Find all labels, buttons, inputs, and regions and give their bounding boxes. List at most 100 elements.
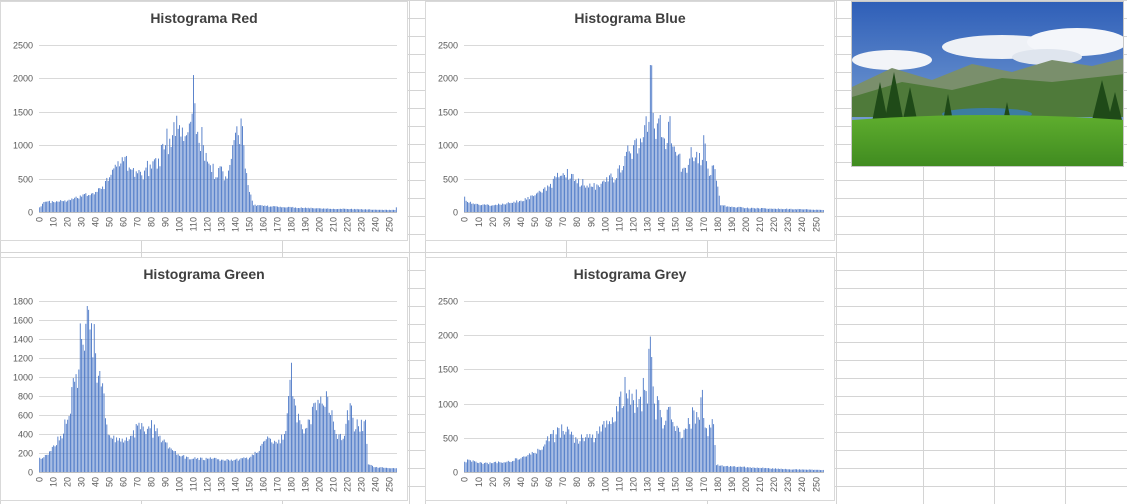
histogram-bar xyxy=(524,198,526,212)
histogram-bar xyxy=(610,173,612,212)
histogram-red-chart[interactable]: Histograma Red 0 500 1000 1500 2000 2500 0 10 20… xyxy=(0,1,408,241)
x-tick-label: 90 xyxy=(586,477,596,487)
histogram-bar xyxy=(260,445,262,472)
y-tick-label: 0 xyxy=(28,208,33,218)
histogram-green-chart[interactable]: Histograma Green 0 200 400 600 800 1000 1200 14… xyxy=(0,257,408,501)
histogram-bar xyxy=(43,457,45,472)
histogram-bar xyxy=(311,406,313,472)
histogram-bar xyxy=(351,405,352,472)
histogram-bar xyxy=(794,209,796,212)
histogram-bar xyxy=(680,171,682,212)
histogram-bar xyxy=(70,200,71,212)
histogram-bar xyxy=(249,191,250,212)
histogram-bar xyxy=(249,457,250,472)
histogram-bar xyxy=(607,181,609,212)
histogram-bar xyxy=(334,429,336,472)
histogram-bar xyxy=(47,454,49,472)
histogram-bar xyxy=(775,468,776,472)
histogram-bar xyxy=(61,200,63,212)
histogram-bar xyxy=(208,163,210,212)
landscape-photo[interactable] xyxy=(851,1,1124,167)
histogram-bar xyxy=(742,466,744,472)
histogram-bar xyxy=(751,207,753,212)
histogram-bar xyxy=(807,469,809,472)
histogram-bar xyxy=(43,201,45,212)
histogram-bar xyxy=(713,165,715,212)
y-tick-label: 2500 xyxy=(438,41,458,51)
x-tick-label: 40 xyxy=(91,217,101,227)
histogram-bar xyxy=(374,467,376,472)
histogram-bar xyxy=(692,157,693,212)
histogram-bar xyxy=(165,145,166,212)
histogram-bar xyxy=(517,202,519,212)
histogram-bar xyxy=(176,115,178,212)
histogram-bar xyxy=(162,440,164,472)
histogram-bar xyxy=(74,381,76,472)
histogram-blue-chart[interactable]: Histograma Blue 0 500 1000 1500 2000 2500 0 10 2… xyxy=(425,1,835,241)
histogram-bar xyxy=(753,467,755,472)
histogram-bar xyxy=(190,459,192,472)
histogram-bar xyxy=(543,446,544,472)
histogram-bar xyxy=(146,428,148,472)
histogram-bar xyxy=(679,153,681,212)
histogram-grey-chart[interactable]: Histograma Grey 0 500 1000 1500 2000 2500 0 10 2… xyxy=(425,257,835,501)
histogram-bar xyxy=(490,205,492,212)
histogram-bar xyxy=(489,462,491,472)
histogram-bar xyxy=(258,205,260,212)
histogram-bar xyxy=(379,209,380,212)
histogram-bar xyxy=(762,467,764,472)
histogram-bar xyxy=(148,176,150,212)
histogram-bar xyxy=(715,180,717,212)
histogram-bar xyxy=(568,429,570,472)
histogram-bar xyxy=(68,416,70,472)
histogram-bar xyxy=(61,438,63,472)
histogram-bar xyxy=(370,464,372,472)
histogram-bar xyxy=(51,201,53,212)
histogram-bar xyxy=(791,209,793,212)
histogram-bar xyxy=(60,200,62,212)
histogram-bar xyxy=(300,207,302,212)
histogram-bar xyxy=(114,442,116,472)
histogram-bar xyxy=(751,467,753,472)
histogram-bar xyxy=(339,433,341,472)
histogram-bar xyxy=(247,459,249,472)
histogram-bar xyxy=(159,166,161,212)
histogram-bar xyxy=(797,208,799,212)
x-tick-label: 100 xyxy=(175,217,185,232)
x-tick-label: 210 xyxy=(755,477,765,492)
histogram-bar xyxy=(611,417,613,472)
histogram-bar xyxy=(395,207,397,212)
histogram-bar xyxy=(179,125,180,212)
histogram-bar xyxy=(146,160,148,212)
histogram-bar xyxy=(634,412,636,472)
histogram-bar xyxy=(779,209,781,212)
histogram-bar xyxy=(580,185,582,212)
histogram-bar xyxy=(693,410,695,472)
histogram-bar xyxy=(81,339,83,472)
histogram-bar xyxy=(545,190,547,212)
x-tick-label: 240 xyxy=(797,217,807,232)
y-tick-label: 0 xyxy=(453,468,458,478)
histogram-bar xyxy=(102,186,104,212)
histogram-bar xyxy=(670,143,672,212)
histogram-bar xyxy=(692,407,693,472)
histogram-bar xyxy=(811,209,813,212)
histogram-bar xyxy=(755,208,757,212)
histogram-bar xyxy=(332,208,334,212)
histogram-bar xyxy=(588,187,589,212)
histogram-bar xyxy=(39,457,41,472)
histogram-bar xyxy=(300,424,302,472)
histogram-grey-plot: 0 500 1000 1500 2000 2500 0 10 20 30 40 50 60 70 80 90 1… xyxy=(438,297,824,492)
histogram-bar xyxy=(731,206,733,212)
histogram-bar xyxy=(221,166,222,212)
histogram-bar xyxy=(738,466,740,472)
x-tick-label: 120 xyxy=(203,477,213,492)
histogram-bar xyxy=(78,198,80,212)
x-tick-label: 170 xyxy=(272,217,282,232)
histogram-bar xyxy=(352,417,354,472)
histogram-bar xyxy=(40,458,42,472)
histogram-bar xyxy=(271,442,273,472)
histogram-bar xyxy=(179,455,180,472)
histogram-bar xyxy=(699,419,700,472)
x-tick-label: 70 xyxy=(133,477,143,487)
